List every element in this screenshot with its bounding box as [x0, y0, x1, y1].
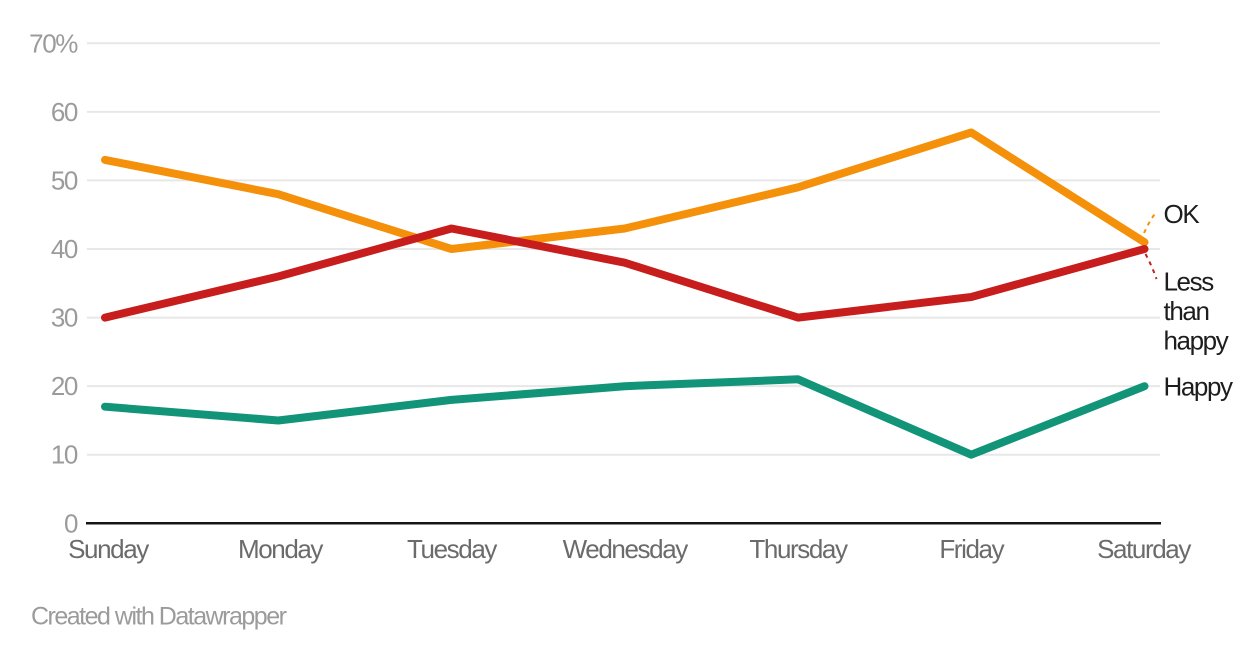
svg-text:Thursday: Thursday [749, 534, 848, 564]
svg-text:Monday: Monday [238, 534, 323, 564]
svg-text:20: 20 [51, 371, 78, 401]
svg-text:Happy: Happy [1164, 371, 1234, 401]
svg-text:10: 10 [51, 440, 78, 470]
svg-text:Saturday: Saturday [1097, 534, 1191, 564]
svg-text:0: 0 [64, 508, 78, 538]
svg-text:Sunday: Sunday [68, 534, 149, 564]
svg-text:OK: OK [1164, 199, 1201, 229]
svg-text:Tuesday: Tuesday [407, 534, 497, 564]
svg-text:60: 60 [51, 97, 78, 127]
svg-text:Created with Datawrapper: Created with Datawrapper [31, 602, 287, 630]
svg-text:40: 40 [51, 234, 78, 264]
svg-text:than: than [1164, 296, 1209, 326]
svg-text:30: 30 [51, 303, 78, 333]
svg-text:Wednesday: Wednesday [563, 534, 689, 564]
svg-text:Friday: Friday [939, 534, 1004, 564]
svg-text:happy: happy [1164, 326, 1229, 356]
svg-text:Less: Less [1164, 266, 1215, 296]
svg-text:50: 50 [51, 165, 78, 195]
svg-text:70%: 70% [29, 28, 78, 58]
